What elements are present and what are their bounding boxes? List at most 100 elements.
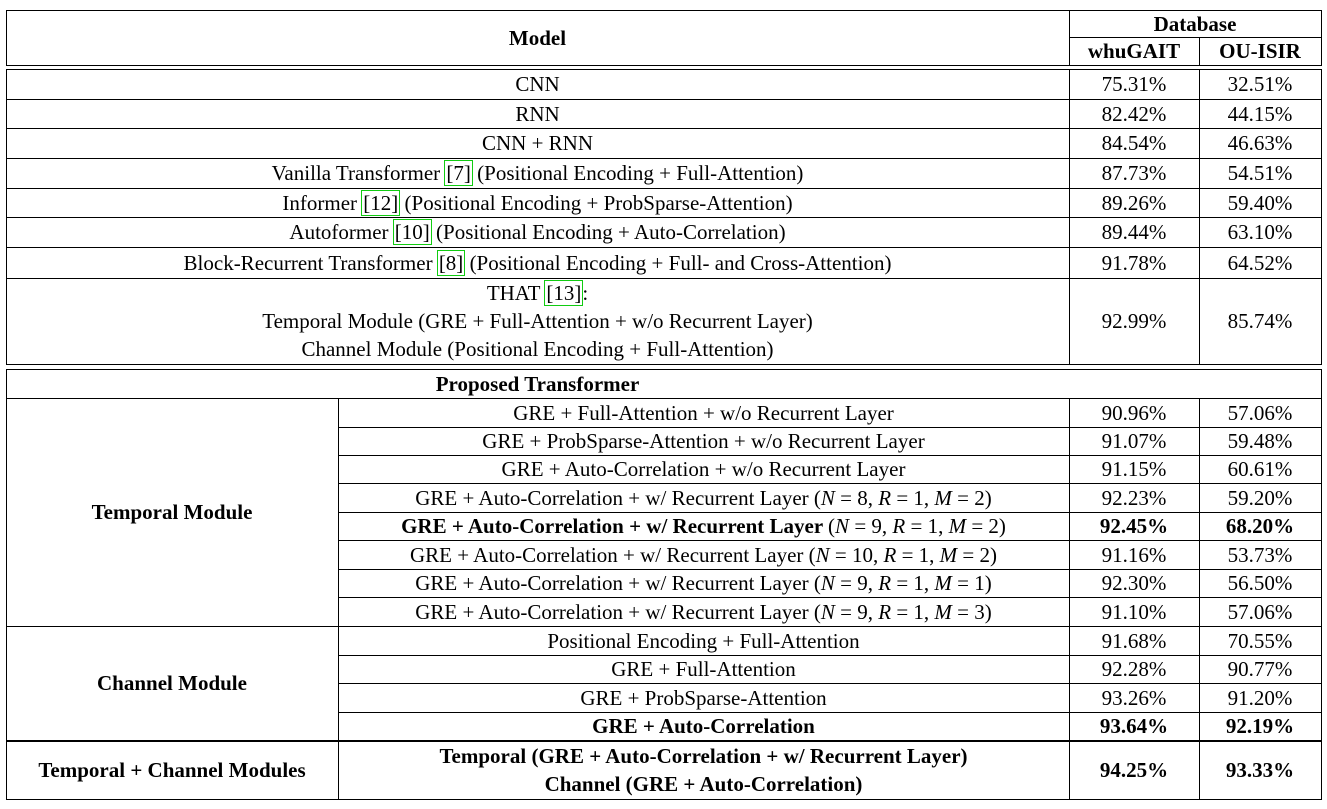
whugait-value: 91.16%	[1101, 542, 1167, 567]
rule-h	[6, 99, 1322, 100]
rule-h	[338, 483, 1322, 484]
whugait-value: 91.10%	[1101, 599, 1167, 624]
temporal-module-label: Temporal Module	[91, 500, 253, 524]
citation-link[interactable]: [12]	[361, 189, 401, 216]
combined-modules-label: Temporal + Channel Modules	[38, 758, 306, 782]
header-model: Model	[508, 25, 567, 50]
rule-h	[6, 740, 1322, 741]
whugait-value: 87.73%	[1101, 161, 1167, 185]
variant-model: GRE + Auto-Correlation + w/ Recurrent La…	[338, 540, 1069, 569]
param-m-symbol: M	[934, 599, 952, 624]
ou-isir-value: 59.40%	[1227, 190, 1293, 215]
param-r-value: 1	[913, 571, 924, 595]
model-text: Vanilla Transformer	[271, 161, 446, 185]
whugait-value: 82.42%	[1101, 101, 1167, 126]
variant-params: (N = 8, R = 1, M = 2)	[813, 485, 992, 510]
param-n-symbol: N	[835, 514, 850, 538]
rule-h	[338, 540, 1322, 541]
variant-name: GRE + Auto-Correlation	[592, 712, 815, 740]
ou-isir-value: 54.51%	[1227, 161, 1293, 185]
rule-h	[6, 69, 1322, 70]
variant-text: GRE + Full-Attention + w/o Recurrent Lay…	[513, 400, 894, 425]
variant-text: Positional Encoding + Full-Attention	[547, 628, 860, 653]
variant-model: GRE + Full-Attention + w/o Recurrent Lay…	[338, 398, 1069, 427]
param-r-symbol: R	[878, 599, 892, 624]
baseline-model: Autoformer [10] (Positional Encoding + A…	[6, 217, 1069, 247]
rule-h	[338, 427, 1322, 428]
whugait-value: 75.31%	[1101, 72, 1167, 96]
citation-link[interactable]: [8]	[436, 249, 466, 276]
rule-v	[1321, 369, 1322, 800]
rule-v	[1069, 69, 1070, 365]
variant-text: GRE + Auto-Correlation + w/ Recurrent La…	[415, 599, 814, 624]
rule-h	[6, 128, 1322, 129]
rule-h	[338, 512, 1322, 513]
ou-isir-value: 63.10%	[1227, 220, 1293, 244]
rule-h	[6, 741, 1322, 742]
ou-isir-value: 46.63%	[1227, 131, 1293, 155]
that-whugait-value: 92.99%	[1101, 309, 1167, 333]
param-m-value: 2	[974, 485, 985, 510]
variant-text: GRE + ProbSparse-Attention + w/o Recurre…	[482, 429, 925, 453]
rule-v	[1199, 37, 1200, 66]
param-m-symbol: M	[948, 514, 967, 538]
ou-isir-value: 90.77%	[1227, 657, 1293, 681]
that-line-1: THAT [13]:	[487, 279, 588, 307]
baseline-model: CNN + RNN	[6, 128, 1069, 158]
that-model: THAT [13]: Temporal Module (GRE + Full-A…	[6, 278, 1069, 364]
variant-text: GRE + Auto-Correlation + w/ Recurrent La…	[409, 542, 809, 567]
variant-model: GRE + ProbSparse-Attention + w/o Recurre…	[338, 427, 1069, 455]
ou-isir-value: 59.48%	[1227, 429, 1293, 453]
that-line-2: Temporal Module (GRE + Full-Attention + …	[262, 309, 813, 333]
rule-h	[6, 369, 1322, 370]
param-m-value: 3	[974, 599, 985, 624]
that-line-3: Channel Module (Positional Encoding + Fu…	[301, 337, 774, 361]
variant-model: GRE + Full-Attention	[338, 655, 1069, 683]
whugait-value: 84.54%	[1101, 131, 1167, 155]
header-ou-isir: OU-ISIR	[1219, 39, 1301, 63]
param-n-value: 9	[871, 514, 882, 538]
variant-text: GRE + Auto-Correlation + w/ Recurrent La…	[401, 514, 829, 538]
model-description: (Positional Encoding + Auto-Correlation)	[430, 220, 786, 244]
baseline-model: Block-Recurrent Transformer [8] (Positio…	[6, 247, 1069, 278]
rule-v	[1069, 398, 1070, 800]
rule-v	[1199, 398, 1200, 800]
param-m-value: 2	[988, 514, 999, 538]
rule-h	[6, 65, 1322, 66]
variant-model: GRE + ProbSparse-Attention	[338, 683, 1069, 712]
baseline-model: Vanilla Transformer [7] (Positional Enco…	[6, 158, 1069, 188]
variant-name: GRE + Auto-Correlation + w/ Recurrent La…	[410, 541, 997, 569]
variant-text: GRE + Full-Attention	[611, 657, 796, 681]
citation-link[interactable]: [7]	[444, 160, 473, 186]
variant-model: GRE + Auto-Correlation + w/ Recurrent La…	[338, 597, 1069, 626]
whugait-value: 89.26%	[1101, 190, 1167, 215]
variant-text: GRE + Auto-Correlation + w/ Recurrent La…	[415, 485, 814, 510]
ou-isir-value: 91.20%	[1227, 685, 1293, 710]
rule-v	[6, 369, 7, 800]
baseline-model: CNN	[6, 69, 1069, 99]
variant-text: GRE + Auto-Correlation + w/ Recurrent La…	[415, 571, 814, 595]
variant-params: (N = 9, R = 1, M = 3)	[813, 599, 992, 624]
combined-line-2: Channel (GRE + Auto-Correlation)	[544, 772, 863, 796]
param-n-value: 9	[857, 571, 868, 595]
param-n-symbol: N	[820, 599, 835, 624]
ou-isir-value: 32.51%	[1227, 72, 1293, 96]
model-name: Informer [12] (Positional Encoding + Pro…	[282, 189, 793, 217]
variant-model: GRE + Auto-Correlation + w/ Recurrent La…	[338, 569, 1069, 597]
param-n-value: 10	[852, 542, 873, 567]
ou-isir-value: 68.20%	[1225, 514, 1295, 538]
variant-model: Positional Encoding + Full-Attention	[338, 626, 1069, 655]
citation-link[interactable]: [13]	[544, 280, 584, 306]
param-m-value: 2	[979, 542, 991, 567]
baseline-model: RNN	[6, 99, 1069, 128]
variant-name: GRE + Auto-Correlation + w/ Recurrent La…	[401, 512, 1006, 540]
whugait-value: 91.78%	[1101, 250, 1167, 275]
variant-params: (N = 10, R = 1, M = 2)	[808, 542, 998, 567]
citation-link[interactable]: [10]	[392, 219, 432, 245]
model-text: RNN	[515, 101, 560, 126]
rule-h	[6, 364, 1322, 365]
variant-name: GRE + ProbSparse-Attention + w/o Recurre…	[482, 427, 924, 455]
param-r-value: 1	[927, 514, 939, 538]
whugait-value: 89.44%	[1101, 220, 1167, 244]
variant-text: GRE + Auto-Correlation + w/o Recurrent L…	[501, 457, 906, 481]
